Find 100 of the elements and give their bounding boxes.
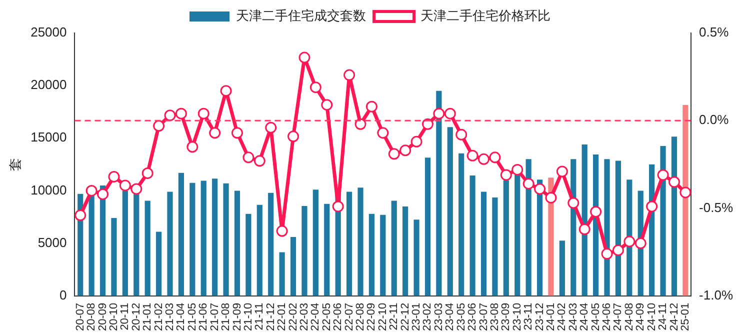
bar	[178, 172, 184, 296]
point	[119, 180, 131, 192]
point	[634, 238, 646, 250]
x-tick-label: 21-11	[254, 302, 266, 330]
point	[646, 200, 658, 212]
point	[332, 200, 344, 212]
x-tick-label: 24-08	[623, 302, 636, 332]
y-axis-title: 套	[7, 158, 22, 171]
x-tick-label: 24-07	[612, 302, 624, 332]
point	[298, 52, 310, 64]
point	[265, 122, 277, 134]
x-tick-label: 25-01	[679, 302, 692, 332]
point	[556, 166, 568, 178]
bar	[503, 180, 509, 296]
x-tick-label: 22-11	[388, 302, 400, 330]
point	[624, 236, 636, 248]
legend-label: 天津二手住宅成交套数	[236, 8, 366, 24]
bar	[324, 204, 330, 296]
x-tick-label: 24-11	[657, 302, 670, 330]
x-tick-label: 20-11	[119, 302, 132, 330]
point	[288, 130, 300, 142]
bar	[582, 144, 588, 296]
x-tick-label: 22-05	[320, 302, 333, 332]
bar	[190, 182, 196, 296]
y2-tick-label: -1.0%	[699, 287, 734, 302]
bar	[682, 105, 688, 296]
bar	[88, 196, 94, 296]
point	[74, 210, 86, 222]
y-tick-label: 0	[60, 287, 67, 302]
x-tick-label: 24-02	[556, 302, 568, 332]
bar	[447, 127, 453, 296]
x-tick-label: 20-08	[86, 302, 98, 332]
x-tick-label: 22-02	[287, 302, 300, 332]
point	[410, 136, 422, 148]
x-tick-label: 23-10	[511, 302, 524, 332]
point	[545, 192, 557, 204]
x-tick-label: 21-04	[175, 302, 188, 332]
point	[175, 108, 187, 120]
x-tick-label: 24-03	[567, 302, 580, 332]
bar	[458, 153, 464, 296]
x-tick-label: 21-12	[264, 302, 277, 332]
bar	[290, 236, 296, 296]
point	[198, 108, 210, 120]
bar	[256, 204, 262, 296]
bar	[156, 232, 162, 296]
point	[310, 82, 322, 94]
point	[466, 150, 478, 162]
x-tick-label: 24-01	[545, 302, 558, 332]
bar	[346, 192, 352, 296]
x-tick-label: 23-04	[444, 302, 456, 332]
y2-tick-label: 0.0%	[699, 112, 730, 128]
bar	[380, 214, 386, 296]
bar	[223, 183, 229, 296]
bar	[122, 190, 128, 296]
point	[590, 206, 602, 218]
point	[522, 178, 534, 190]
y-tick-label: 5000	[38, 234, 67, 250]
bar	[514, 174, 520, 296]
bar	[492, 198, 498, 296]
bar	[660, 146, 666, 296]
bar	[279, 252, 285, 296]
point	[578, 224, 590, 236]
point	[489, 152, 501, 164]
point	[86, 184, 98, 196]
bar	[111, 218, 117, 296]
point	[276, 225, 288, 237]
point	[186, 141, 198, 153]
bar	[246, 214, 252, 296]
bar	[615, 160, 622, 296]
point	[601, 248, 613, 260]
x-tick-label: 23-01	[410, 302, 423, 332]
bar	[559, 240, 565, 296]
point	[321, 99, 333, 111]
point	[242, 152, 254, 164]
x-tick-label: 23-08	[488, 302, 501, 332]
bar	[134, 192, 140, 296]
x-tick-label: 21-07	[208, 302, 221, 332]
x-tick-label: 20-10	[108, 302, 120, 332]
bar	[402, 206, 408, 296]
x-tick-label: 21-09	[231, 302, 244, 332]
y-tick-label: 25000	[30, 24, 67, 40]
bar	[526, 159, 532, 296]
x-tick-label: 20-12	[130, 302, 142, 332]
x-tick-label: 23-02	[422, 302, 434, 332]
point	[209, 127, 221, 139]
point	[478, 153, 490, 165]
x-tick-label: 21-03	[164, 302, 176, 332]
bar	[167, 192, 173, 296]
x-tick-label: 24-04	[578, 302, 591, 332]
point	[354, 118, 366, 130]
x-tick-label: 24-09	[634, 302, 647, 332]
bar	[470, 175, 476, 296]
point	[231, 127, 243, 139]
y2-tick-label: 0.5%	[699, 24, 730, 40]
y-tick-label: 10000	[30, 182, 67, 198]
x-tick-label: 22-07	[343, 302, 356, 332]
point	[534, 183, 546, 195]
x-tick-label: 20-09	[96, 302, 109, 332]
x-tick-label: 21-02	[152, 302, 165, 332]
x-tick-label: 22-04	[310, 302, 322, 332]
